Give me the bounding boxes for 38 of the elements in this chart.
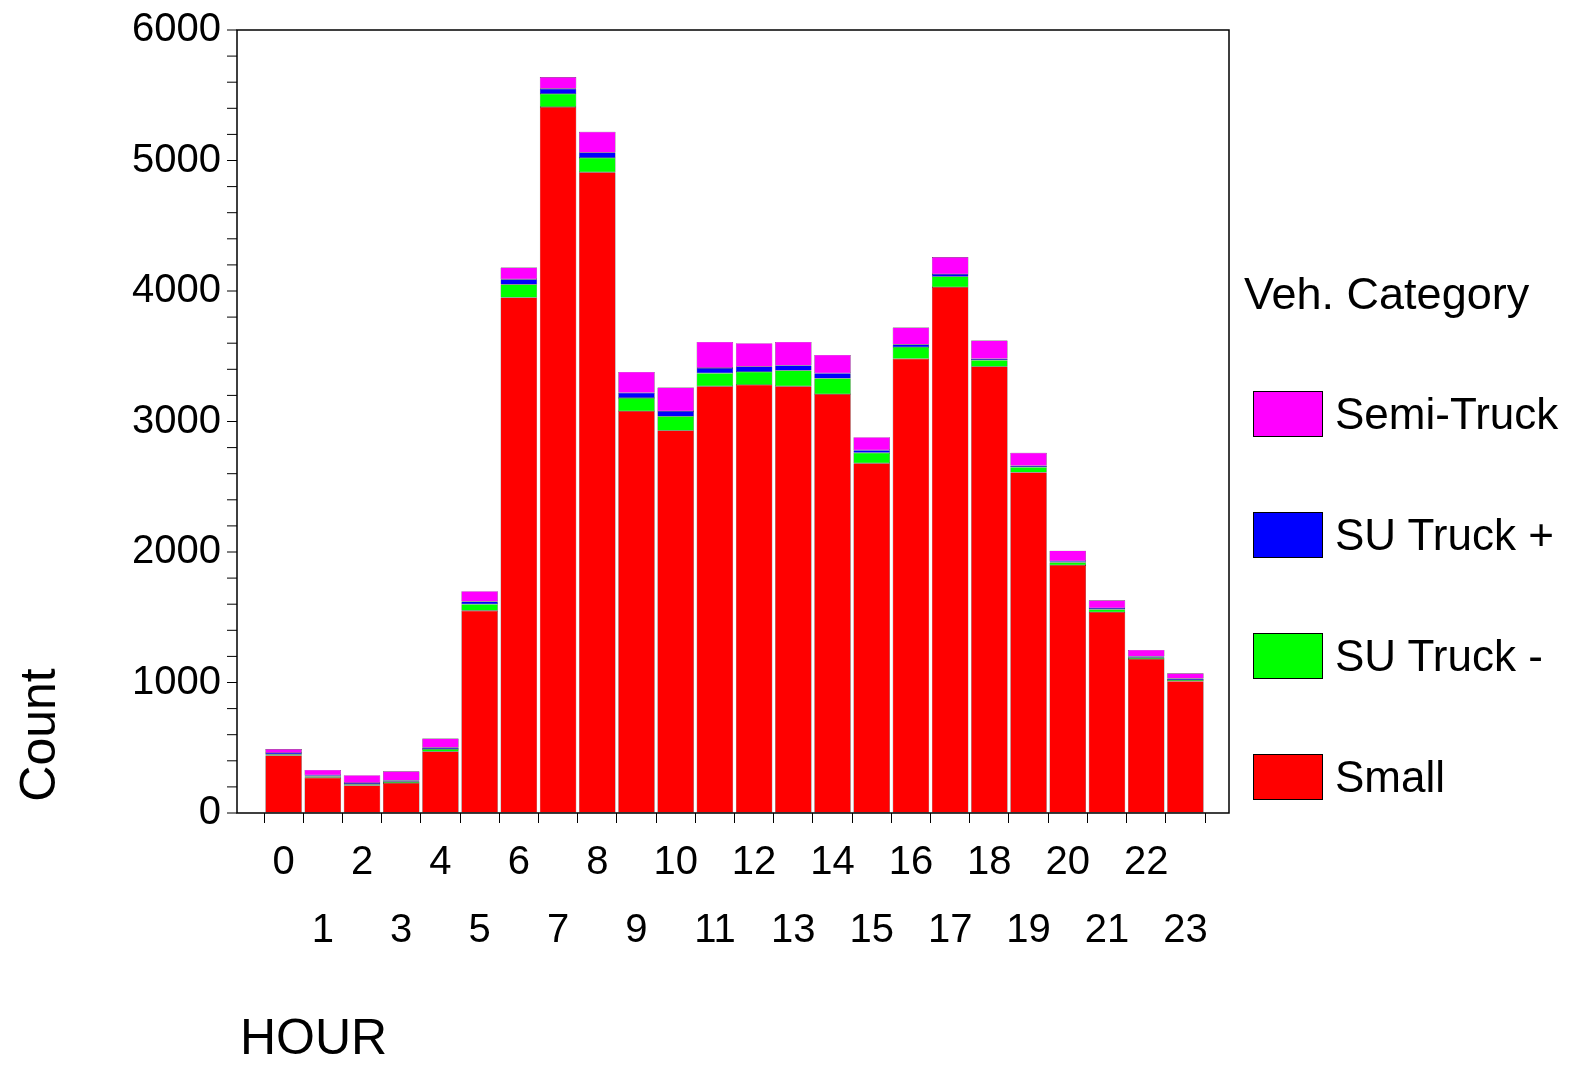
legend-label: SU Truck - bbox=[1335, 631, 1543, 681]
x-tick-label: 22 bbox=[1123, 838, 1169, 883]
y-tick-label: 1000 bbox=[132, 657, 221, 702]
x-tick-label: 8 bbox=[586, 838, 609, 883]
x-tick-label: 1 bbox=[311, 906, 334, 951]
x-tick-label: 18 bbox=[967, 838, 1012, 883]
y-tick-label: 4000 bbox=[132, 266, 221, 311]
legend-label: SU Truck + bbox=[1335, 510, 1554, 560]
x-tick-label: 5 bbox=[468, 906, 491, 951]
y-tick-label: 2000 bbox=[132, 527, 221, 572]
legend-label: Small bbox=[1335, 752, 1446, 802]
x-tick-label: 0 bbox=[272, 838, 295, 883]
x-tick-label: 23 bbox=[1163, 906, 1208, 951]
x-tick-label: 12 bbox=[731, 838, 777, 883]
x-axis-title: HOUR bbox=[240, 1008, 388, 1066]
x-tick-label: 20 bbox=[1045, 838, 1091, 883]
x-tick-label: 11 bbox=[694, 906, 736, 951]
y-axis-title: Count bbox=[9, 668, 67, 802]
x-tick-label: 15 bbox=[849, 906, 894, 951]
y-tick-label: 3000 bbox=[132, 396, 221, 441]
x-tick-label: 13 bbox=[771, 906, 816, 951]
x-tick-label: 2 bbox=[350, 838, 374, 883]
y-tick-label: 5000 bbox=[132, 135, 221, 180]
x-tick-label: 9 bbox=[625, 906, 648, 951]
y-tick-label: 6000 bbox=[132, 5, 221, 50]
x-tick-label: 10 bbox=[653, 838, 698, 883]
x-tick-label: 7 bbox=[546, 906, 570, 951]
legend-title: Veh. Category bbox=[1244, 268, 1531, 320]
x-tick-label: 17 bbox=[927, 906, 973, 951]
x-tick-label: 16 bbox=[888, 838, 934, 883]
x-tick-label: 14 bbox=[810, 838, 855, 883]
legend-label: Semi-Truck bbox=[1335, 389, 1559, 439]
x-tick-label: 3 bbox=[390, 906, 413, 951]
x-tick-label: 4 bbox=[429, 838, 452, 883]
x-tick-label: 21 bbox=[1084, 906, 1130, 951]
x-tick-label: 19 bbox=[1006, 906, 1051, 951]
y-tick-label: 0 bbox=[198, 788, 221, 833]
x-tick-label: 6 bbox=[507, 838, 530, 883]
